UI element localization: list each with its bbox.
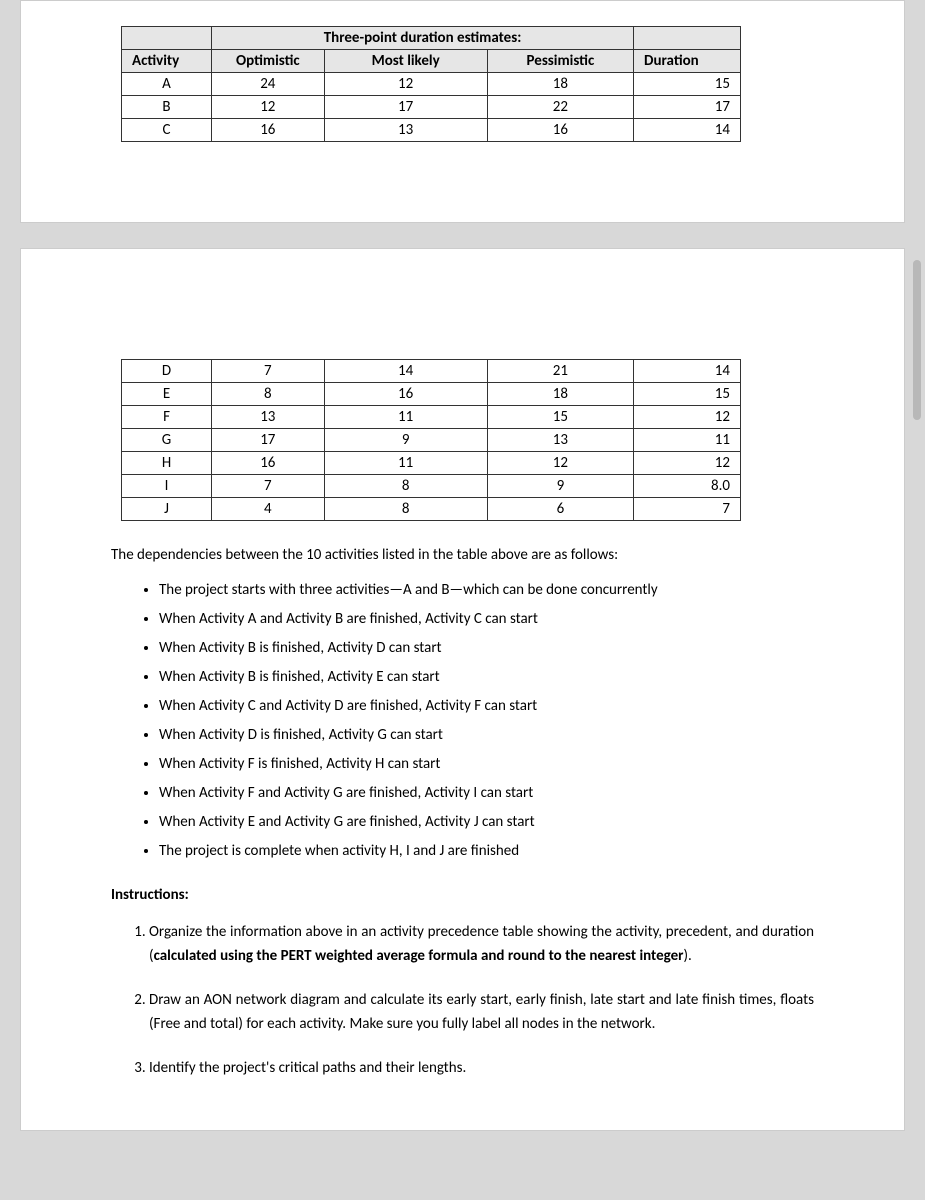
- cell-duration: 15: [634, 383, 741, 406]
- table-row: G1791311: [122, 429, 741, 452]
- cell-duration: 14: [634, 119, 741, 142]
- cell-optimistic: 7: [212, 475, 325, 498]
- cell-pessimistic: 18: [487, 383, 633, 406]
- dependency-item: The project starts with three activities…: [159, 580, 814, 601]
- cell-activity: C: [122, 119, 212, 142]
- dependency-item: When Activity F and Activity G are finis…: [159, 783, 814, 804]
- table-row: H16111212: [122, 452, 741, 475]
- dependency-item: When Activity B is finished, Activity E …: [159, 667, 814, 688]
- cell-optimistic: 13: [212, 406, 325, 429]
- table-row: J4867: [122, 498, 741, 521]
- page-lower: D7142114E8161815F13111512G1791311H161112…: [20, 248, 905, 1131]
- instructions-heading: Instructions:: [111, 886, 814, 904]
- instruction-1-post: ).: [683, 947, 691, 965]
- table-row: A24121815: [122, 73, 741, 96]
- cell-most-likely: 14: [324, 360, 487, 383]
- cell-pessimistic: 9: [487, 475, 633, 498]
- dependencies-list: The project starts with three activities…: [159, 580, 814, 862]
- cell-pessimistic: 18: [487, 73, 633, 96]
- cell-duration: 14: [634, 360, 741, 383]
- instruction-1: Organize the information above in an act…: [149, 920, 814, 968]
- cell-activity: D: [122, 360, 212, 383]
- cell-most-likely: 8: [324, 498, 487, 521]
- cell-activity: I: [122, 475, 212, 498]
- page-upper: Three-point duration estimates: Activity…: [20, 0, 905, 223]
- col-activity: Activity: [122, 50, 212, 73]
- dependency-item: When Activity D is finished, Activity G …: [159, 725, 814, 746]
- cell-activity: B: [122, 96, 212, 119]
- dependency-item: When Activity A and Activity B are finis…: [159, 609, 814, 630]
- table-header-group-row: Three-point duration estimates:: [122, 27, 741, 50]
- table1-body: A24121815B12172217C16131614: [122, 73, 741, 142]
- table2-body: D7142114E8161815F13111512G1791311H161112…: [122, 360, 741, 521]
- instruction-2: Draw an AON network diagram and calculat…: [149, 988, 814, 1036]
- dependency-item: When Activity C and Activity D are finis…: [159, 696, 814, 717]
- cell-optimistic: 24: [212, 73, 325, 96]
- cell-pessimistic: 16: [487, 119, 633, 142]
- cell-optimistic: 12: [212, 96, 325, 119]
- dependencies-intro: The dependencies between the 10 activiti…: [111, 546, 814, 564]
- cell-most-likely: 8: [324, 475, 487, 498]
- cell-most-likely: 9: [324, 429, 487, 452]
- cell-activity: G: [122, 429, 212, 452]
- instruction-3: Identify the project's critical paths an…: [149, 1056, 814, 1080]
- cell-duration: 15: [634, 73, 741, 96]
- cell-most-likely: 13: [324, 119, 487, 142]
- cell-pessimistic: 6: [487, 498, 633, 521]
- cell-most-likely: 17: [324, 96, 487, 119]
- table-row: B12172217: [122, 96, 741, 119]
- cell-duration: 17: [634, 96, 741, 119]
- table-row: I7898.0: [122, 475, 741, 498]
- cell-pessimistic: 12: [487, 452, 633, 475]
- dependency-item: When Activity F is finished, Activity H …: [159, 754, 814, 775]
- cell-duration: 12: [634, 452, 741, 475]
- table-row: E8161815: [122, 383, 741, 406]
- col-optimistic: Optimistic: [212, 50, 325, 73]
- cell-pessimistic: 15: [487, 406, 633, 429]
- cell-most-likely: 11: [324, 452, 487, 475]
- cell-most-likely: 11: [324, 406, 487, 429]
- dependency-item: The project is complete when activity H,…: [159, 841, 814, 862]
- cell-optimistic: 4: [212, 498, 325, 521]
- estimates-table-1: Three-point duration estimates: Activity…: [121, 26, 741, 142]
- cell-activity: A: [122, 73, 212, 96]
- cell-pessimistic: 13: [487, 429, 633, 452]
- table-row: C16131614: [122, 119, 741, 142]
- instruction-1-bold: calculated using the PERT weighted avera…: [154, 947, 684, 965]
- cell-optimistic: 8: [212, 383, 325, 406]
- cell-optimistic: 16: [212, 119, 325, 142]
- table-row: F13111512: [122, 406, 741, 429]
- dependency-item: When Activity B is finished, Activity D …: [159, 638, 814, 659]
- col-pessimistic: Pessimistic: [487, 50, 633, 73]
- scrollbar-thumb[interactable]: [913, 260, 921, 420]
- instructions-list: Organize the information above in an act…: [149, 920, 814, 1080]
- cell-most-likely: 12: [324, 73, 487, 96]
- cell-activity: E: [122, 383, 212, 406]
- dependency-item: When Activity E and Activity G are finis…: [159, 812, 814, 833]
- cell-activity: J: [122, 498, 212, 521]
- estimates-table-2: D7142114E8161815F13111512G1791311H161112…: [121, 359, 741, 521]
- cell-duration: 7: [634, 498, 741, 521]
- header-group: Three-point duration estimates:: [212, 27, 634, 50]
- cell-optimistic: 17: [212, 429, 325, 452]
- col-duration: Duration: [634, 50, 741, 73]
- table-header-row: Activity Optimistic Most likely Pessimis…: [122, 50, 741, 73]
- cell-activity: H: [122, 452, 212, 475]
- cell-pessimistic: 22: [487, 96, 633, 119]
- cell-duration: 11: [634, 429, 741, 452]
- cell-duration: 8.0: [634, 475, 741, 498]
- cell-optimistic: 16: [212, 452, 325, 475]
- col-most-likely: Most likely: [324, 50, 487, 73]
- cell-most-likely: 16: [324, 383, 487, 406]
- cell-duration: 12: [634, 406, 741, 429]
- table-row: D7142114: [122, 360, 741, 383]
- cell-optimistic: 7: [212, 360, 325, 383]
- cell-activity: F: [122, 406, 212, 429]
- cell-pessimistic: 21: [487, 360, 633, 383]
